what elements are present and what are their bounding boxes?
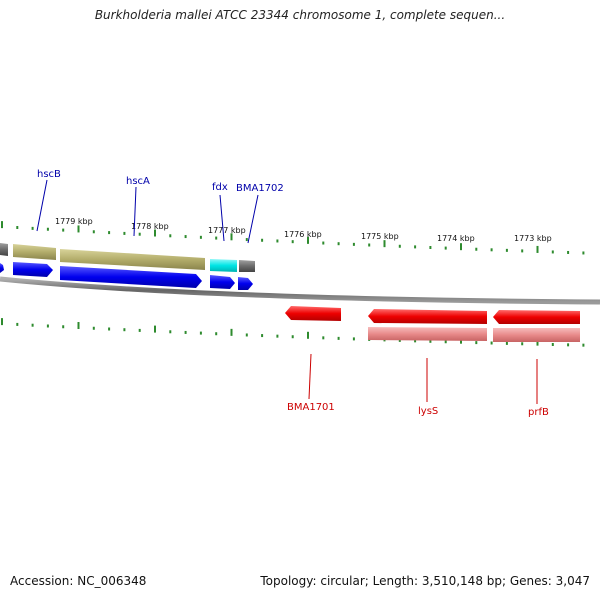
gene-feature-left-edge[interactable] [0,243,8,256]
scale-label: 1779 kbp [55,217,93,226]
label-leader [219,194,225,242]
accession-text: Accession: NC_006348 [10,574,147,588]
scale-label: 1777 kbp [208,226,246,235]
reverse-genes [368,327,580,342]
forward-genes [0,243,255,272]
gene-label-bma1701[interactable]: BMA1701 [287,402,335,413]
label-leader [247,194,259,244]
gene-feature-bma1702[interactable] [239,260,255,272]
map-title: Burkholderia mallei ATCC 23344 chromosom… [94,8,506,22]
reverse-cds [285,306,580,324]
gene-label-bma1702[interactable]: BMA1702 [236,183,284,194]
gene-feature-fdx[interactable] [210,259,237,272]
outer-tick-ring [1,221,585,255]
inner-tick-ring [1,318,585,347]
chromosome-backbone [0,276,600,305]
label-leader [308,353,312,400]
gene-feature-prfb[interactable] [493,328,580,342]
cds-arrow-hscb[interactable] [13,262,53,277]
gene-label-hsca[interactable]: hscA [126,176,150,187]
cds-arrow-bma1702[interactable] [238,277,253,290]
cds-arrow-hsca[interactable] [60,266,202,288]
gene-feature-hscb[interactable] [13,244,56,260]
scale-label: 1773 kbp [514,234,552,243]
scale-label: 1774 kbp [437,234,475,243]
cds-arrow-bma1701[interactable] [285,306,341,321]
gene-label-hscb[interactable]: hscB [37,169,61,180]
gene-label-lyss[interactable]: lysS [418,406,438,417]
reverse-gene-labels: BMA1701 lysS prfB [287,353,549,418]
gene-label-prfb[interactable]: prfB [528,407,549,418]
cds-arrow-left-edge[interactable] [0,263,4,273]
sequence-stats: Topology: circular; Length: 3,510,148 bp… [260,574,590,588]
scale-label: 1775 kbp [361,232,399,241]
cds-arrow-fdx[interactable] [210,275,235,289]
scale-label: 1776 kbp [284,230,322,239]
scale-labels: 1779 kbp 1778 kbp 1777 kbp 1776 kbp 1775… [55,217,552,243]
gene-label-fdx[interactable]: fdx [212,182,228,193]
forward-gene-labels: hscB hscA fdx BMA1702 [36,169,284,244]
scale-label: 1778 kbp [131,222,169,231]
cds-arrow-prfb[interactable] [493,310,580,324]
gene-feature-hsca[interactable] [60,249,205,270]
label-leader [133,186,137,237]
label-leader [36,179,48,232]
forward-cds [0,262,253,290]
gene-feature-lyss[interactable] [368,327,487,341]
cds-arrow-lyss[interactable] [368,309,487,324]
